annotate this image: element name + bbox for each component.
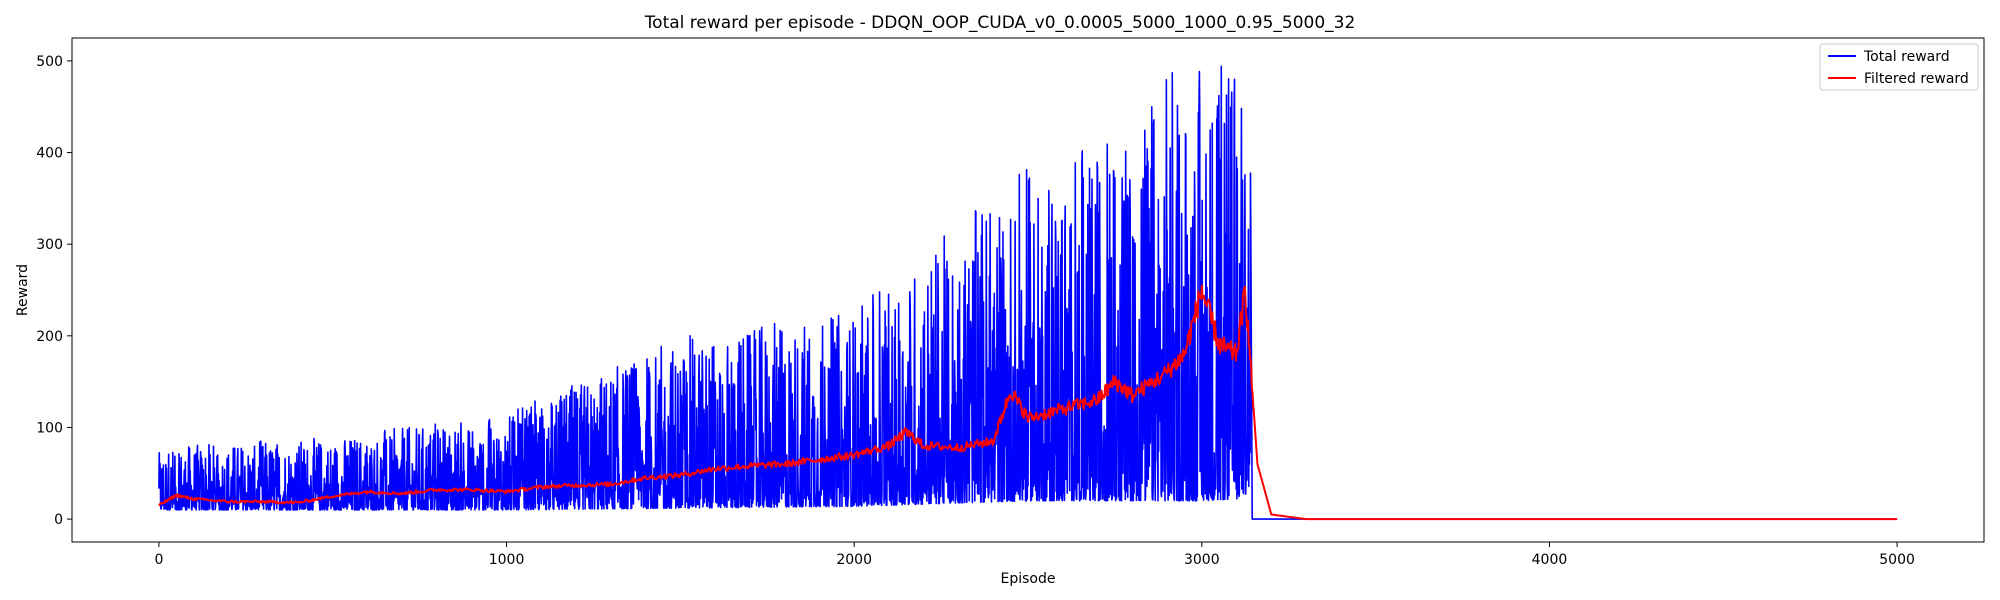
x-tick-label: 4000: [1532, 552, 1568, 568]
x-tick-label: 3000: [1184, 552, 1220, 568]
x-tick-label: 5000: [1879, 552, 1915, 568]
y-tick-label: 500: [36, 54, 63, 70]
y-tick-label: 0: [54, 512, 63, 528]
legend: Total reward Filtered reward: [1819, 43, 1979, 91]
y-tick-label: 100: [36, 420, 63, 436]
x-axis: 0 1000 2000 3000 4000 5000: [154, 542, 1915, 568]
y-tick-label: 400: [36, 146, 63, 162]
x-tick-label: 2000: [836, 552, 872, 568]
x-axis-title: Episode: [1001, 571, 1056, 587]
series-line-filtered-reward: [158, 284, 1898, 521]
series-line-total-reward: [158, 65, 1898, 520]
plot-frame: [71, 37, 1985, 543]
y-axis-title: Reward: [15, 264, 31, 316]
legend-label-filtered-reward: Filtered reward: [1864, 71, 1969, 87]
x-tick-label: 1000: [489, 552, 525, 568]
x-tick-label: 0: [154, 552, 163, 568]
plot-area: [158, 65, 1898, 521]
y-tick-label: 300: [36, 237, 63, 253]
y-axis: 0 100 200 300 400 500: [36, 54, 72, 528]
legend-label-total-reward: Total reward: [1863, 49, 1950, 65]
chart-title: Total reward per episode - DDQN_OOP_CUDA…: [644, 13, 1356, 33]
y-tick-label: 200: [36, 329, 63, 345]
legend-box: [1819, 43, 1979, 91]
